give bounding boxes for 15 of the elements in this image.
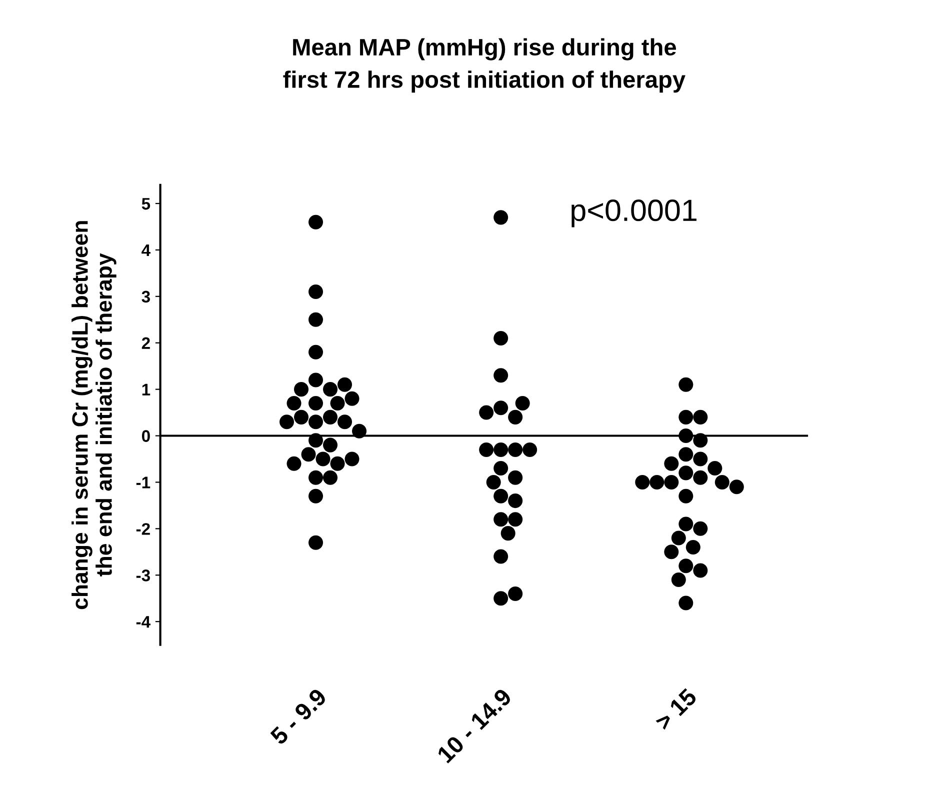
y-tick-label: -2 [136, 523, 150, 535]
y-tick-label: 1 [142, 384, 150, 396]
x-tick-label: 5 - 9.9 [269, 688, 328, 746]
y-tick-label: 2 [142, 337, 150, 349]
y-axis-title: change in serum Cr (mg/dL) between the end and initiatio of therapy [72, 221, 116, 610]
y-tick-label: 3 [142, 290, 150, 303]
chart-title: Mean MAP (mmHg) rise during the first 72 hrs post initiation of therapy [283, 38, 686, 93]
x-tick-label: > 15 [654, 688, 698, 731]
y-tick-label: 4 [142, 244, 150, 256]
y-tick-label: -1 [136, 476, 150, 488]
y-tick-label: 0 [142, 430, 150, 442]
y-tick-label: -3 [136, 570, 150, 582]
y-tick-label: -4 [136, 616, 150, 628]
y-tick-label: 5 [142, 198, 150, 210]
annotation: p<0.0001 [572, 200, 696, 228]
